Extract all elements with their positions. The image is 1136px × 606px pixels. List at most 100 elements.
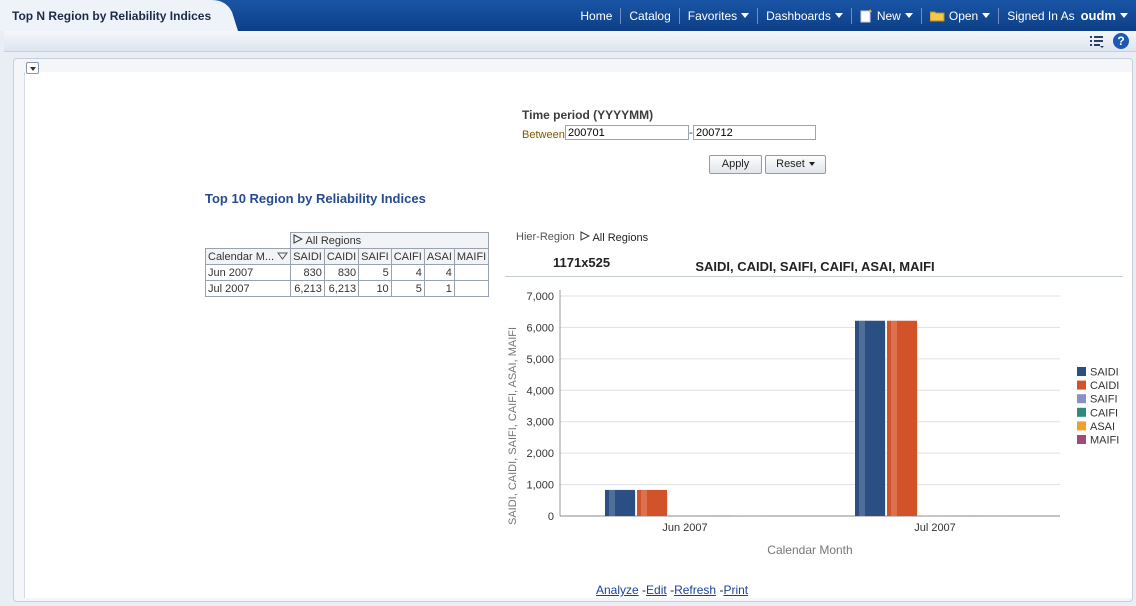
apply-button-label: Apply — [721, 158, 750, 170]
report-links: Analyze -Edit -Refresh -Print — [596, 583, 748, 597]
hier-region-value[interactable]: All Regions — [580, 231, 648, 244]
legend-swatch — [1077, 407, 1086, 417]
analyze-link[interactable]: Analyze — [596, 583, 639, 597]
page-options-icon[interactable] — [1090, 35, 1104, 49]
y-tick-label: 6,000 — [526, 322, 554, 334]
y-tick-label: 4,000 — [526, 385, 554, 397]
pivot-cell: 6,213 — [323, 280, 360, 297]
nav-catalog[interactable]: Catalog — [620, 7, 678, 24]
page-toolbar: ? — [4, 31, 1136, 52]
report-title: Top 10 Region by Reliability Indices — [205, 191, 426, 206]
pivot-group-header[interactable]: All Regions — [290, 232, 490, 249]
pivot-row-header[interactable]: Calendar M... — [204, 248, 292, 265]
help-icon[interactable]: ? — [1113, 33, 1129, 49]
pivot-cell: 4 — [390, 264, 425, 281]
pivot-cell: 6,213 — [290, 280, 325, 297]
pivot-cell: 830 — [323, 264, 360, 281]
range-dash: - — [689, 127, 693, 139]
table-row: Jul 2007 6,213 6,213 10 5 1 — [204, 280, 490, 297]
pivot-cell: 4 — [423, 264, 455, 281]
pivot-col-header: SAIDI — [290, 248, 325, 265]
pivot-group-row: All Regions — [206, 232, 490, 249]
bar — [855, 320, 885, 516]
pivot-col-header: CAIDI — [323, 248, 360, 265]
legend-swatch — [1077, 380, 1086, 390]
pivot-cell: 5 — [358, 264, 392, 281]
nav-home[interactable]: Home — [572, 8, 620, 24]
nav-open[interactable]: Open — [920, 7, 998, 24]
pivot-col-header: MAIFI — [453, 248, 490, 265]
edit-link[interactable]: Edit — [646, 583, 667, 597]
expand-triangle-icon — [580, 231, 591, 241]
pivot-cell — [453, 280, 490, 297]
apply-button[interactable]: Apply — [709, 155, 762, 174]
y-tick-label: 3,000 — [526, 417, 554, 429]
pivot-col-header: ASAI — [423, 248, 455, 265]
nav-signed-in[interactable]: Signed In As oudm — [998, 7, 1136, 24]
bar — [887, 320, 917, 516]
hier-region-label: Hier-Region — [516, 231, 575, 243]
nav-favorites[interactable]: Favorites — [678, 7, 757, 24]
legend-swatch — [1077, 421, 1086, 431]
y-tick-label: 0 — [548, 511, 554, 523]
legend-label: CAIDI — [1090, 380, 1119, 392]
nav-home-label: Home — [580, 8, 613, 23]
bar-highlight — [641, 489, 647, 516]
nav-dashboards[interactable]: Dashboards — [757, 7, 851, 24]
chart-title: SAIDI, CAIDI, SAIFI, CAIFI, ASAI, MAIFI — [695, 259, 935, 274]
pivot-row-header-label: Calendar M... — [208, 250, 275, 263]
bar — [637, 489, 667, 516]
legend-swatch — [1077, 435, 1086, 444]
y-tick-label: 2,000 — [526, 448, 554, 460]
title-tab-shape — [0, 0, 238, 31]
pivot-cell: 10 — [358, 280, 392, 297]
chevron-down-icon — [1120, 13, 1128, 18]
new-document-icon — [860, 8, 872, 22]
between-label: Between — [522, 129, 565, 141]
pivot-col-header: SAIFI — [358, 248, 392, 265]
period-to-input[interactable] — [693, 125, 816, 140]
reset-button-label: Reset — [776, 158, 805, 170]
nav-catalog-label: Catalog — [629, 8, 671, 23]
signed-in-label: Signed In As — [1007, 8, 1075, 23]
global-nav: Home Catalog Favorites Dashboards New Op… — [572, 0, 1136, 31]
nav-new-label: New — [876, 8, 901, 23]
nav-new[interactable]: New — [850, 7, 921, 24]
chevron-down-icon — [808, 162, 815, 167]
username: oudm — [1080, 7, 1116, 23]
legend-label: MAIFI — [1090, 435, 1119, 447]
chevron-down-icon — [982, 13, 991, 18]
hier-region-value-label: All Regions — [592, 232, 649, 244]
refresh-link[interactable]: Refresh — [674, 583, 717, 597]
y-tick-label: 7,000 — [526, 291, 554, 303]
sort-icon[interactable] — [277, 252, 289, 260]
print-link[interactable]: Print — [723, 583, 749, 597]
nav-open-label: Open — [948, 8, 979, 23]
pivot-col-header: CAIFI — [390, 248, 425, 265]
folder-icon — [929, 11, 945, 21]
legend-swatch — [1077, 367, 1086, 376]
bar — [605, 489, 635, 516]
y-tick-label: 1,000 — [526, 480, 554, 492]
bar-highlight — [891, 320, 897, 516]
nav-dashboards-label: Dashboards — [766, 8, 831, 23]
collapse-section-icon[interactable] — [26, 62, 39, 74]
top-header-bar: Top N Region by Reliability Indices Home… — [0, 0, 1136, 31]
legend-label: SAIDI — [1090, 367, 1119, 379]
x-tick-label: Jun 2007 — [662, 522, 707, 534]
page-title: Top N Region by Reliability Indices — [12, 9, 212, 23]
pivot-cell: 5 — [390, 280, 425, 297]
period-from-input[interactable] — [565, 125, 689, 140]
link-separator: - — [670, 583, 675, 597]
reset-button[interactable]: Reset — [765, 155, 826, 174]
chart-title-divider — [505, 276, 1123, 277]
legend-label: ASAI — [1090, 421, 1115, 433]
legend-swatch — [1077, 394, 1086, 404]
pivot-header-row: Calendar M... SAIDI CAIDI SAIFI CAIFI AS… — [204, 248, 490, 265]
chevron-down-icon — [834, 13, 843, 18]
x-axis-title: Calendar Month — [767, 543, 852, 557]
prompt-label: Time period (YYYYMM) — [522, 108, 654, 122]
pivot-row-label: Jul 2007 — [204, 280, 292, 297]
bar-chart: 0 1,000 2,000 3,000 4,000 5,000 6,000 7,000 Jun … — [507, 290, 1119, 557]
bar-highlight — [859, 320, 865, 516]
